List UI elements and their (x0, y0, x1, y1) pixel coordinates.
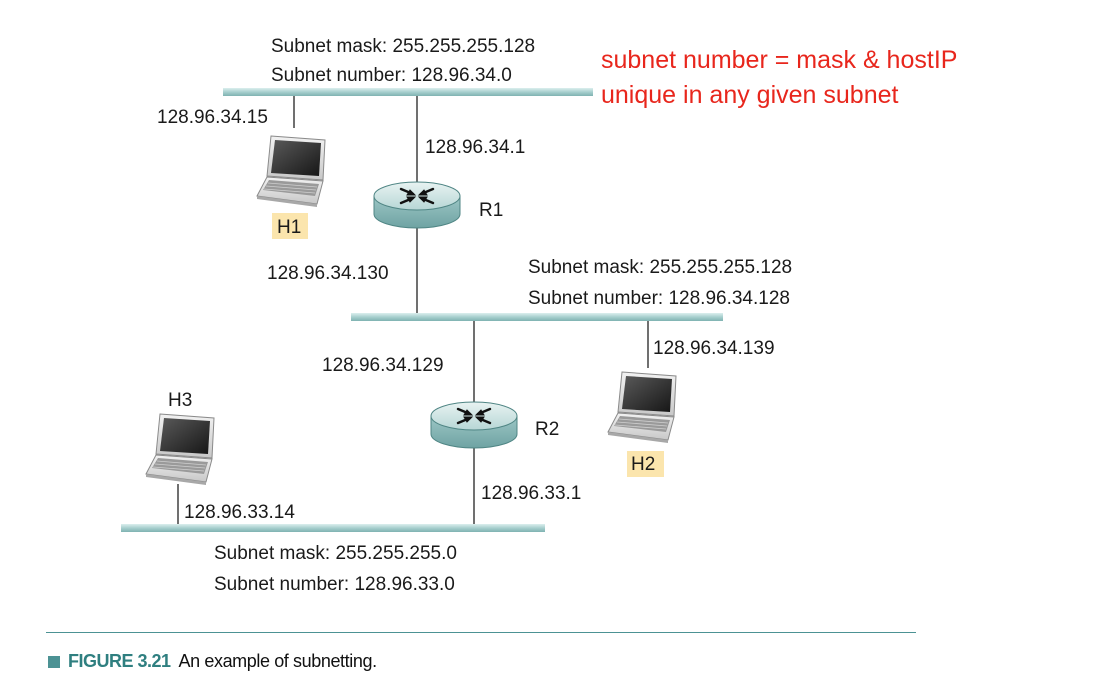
address-h3: 128.96.33.14 (184, 502, 295, 523)
host-label-bg (627, 451, 664, 477)
host-label-bg (272, 213, 308, 239)
figure-caption: FIGURE 3.21 An example of subnetting. (48, 651, 377, 672)
address-r2-top: 128.96.34.129 (322, 355, 444, 376)
router-icon (429, 400, 519, 450)
caption-text: An example of subnetting. (178, 651, 378, 671)
router-r2-label: R2 (535, 419, 559, 440)
laptop-icon (607, 371, 677, 444)
figure-number: FIGURE 3.21 (68, 651, 171, 671)
host-h2-label: H2 (631, 454, 655, 475)
network-bar-top (223, 88, 593, 96)
address-r2-bottom: 128.96.33.1 (481, 483, 581, 504)
router-r1-label: R1 (479, 200, 503, 221)
caption-rule (46, 632, 916, 633)
address-r1-bottom: 128.96.34.130 (267, 263, 389, 284)
subnet-middle-number: Subnet number: 128.96.34.128 (528, 288, 790, 309)
note-line-2: unique in any given subnet (601, 81, 899, 109)
host-h1-label: H1 (277, 217, 301, 238)
caption-square-icon (48, 656, 60, 668)
router-icon (372, 180, 462, 230)
subnet-bottom-mask: Subnet mask: 255.255.255.0 (214, 543, 457, 564)
subnet-top-number: Subnet number: 128.96.34.0 (271, 65, 512, 86)
address-r1-top: 128.96.34.1 (425, 137, 525, 158)
laptop-icon (145, 413, 215, 486)
laptop-icon (256, 135, 326, 208)
address-h1: 128.96.34.15 (157, 107, 268, 128)
note-line-1: subnet number = mask & hostIP (601, 46, 957, 74)
subnet-middle-mask: Subnet mask: 255.255.255.128 (528, 257, 792, 278)
network-bar-middle (351, 313, 723, 321)
subnet-top-mask: Subnet mask: 255.255.255.128 (271, 36, 535, 57)
network-bar-bottom (121, 524, 545, 532)
subnet-bottom-number: Subnet number: 128.96.33.0 (214, 574, 455, 595)
address-h2: 128.96.34.139 (653, 338, 775, 359)
host-h3-label: H3 (168, 390, 192, 411)
